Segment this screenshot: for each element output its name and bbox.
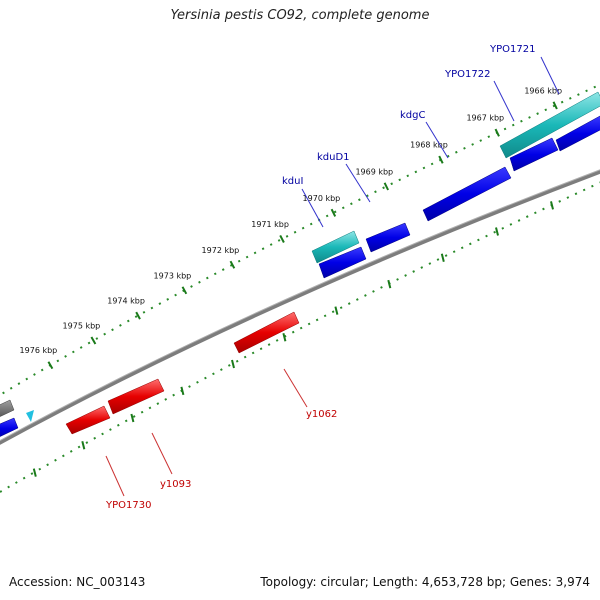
inner-major-tick <box>282 332 287 342</box>
gene-label-y1062: y1062 <box>306 409 337 420</box>
gene-blue-left <box>0 417 19 437</box>
tick-label-1974: 1974 kbp <box>107 297 145 306</box>
inner-major-tick <box>440 253 445 262</box>
gene-y1062 <box>233 311 300 354</box>
gene-label-kdgc: kdgC <box>400 110 425 121</box>
major-tick-1975 <box>90 336 97 345</box>
tick-label-1970: 1970 kbp <box>303 194 341 203</box>
outer-strand-genes <box>0 91 600 437</box>
gene-kdui-cyan <box>311 230 360 264</box>
gene-ypo1721-cyan <box>499 91 600 159</box>
inner-strand-genes <box>65 311 300 435</box>
gene-kdgc <box>422 166 512 222</box>
inner-major-tick <box>180 386 185 396</box>
genome-backbone-highlight <box>0 169 600 442</box>
gene-label-kdui: kduI <box>282 176 303 187</box>
scale-tick-labels: 1966 kbp 1967 kbp 1968 kbp 1969 kbp 1970 kbp… <box>20 86 563 355</box>
tick-label-1967: 1967 kbp <box>466 114 504 123</box>
tick-label-1975: 1975 kbp <box>63 322 101 331</box>
major-tick-1973 <box>181 286 188 295</box>
inner-major-tick <box>231 359 235 369</box>
gene-label-kdud1: kduD1 <box>317 152 350 163</box>
tick-label-1972: 1972 kbp <box>202 246 240 255</box>
gene-y1093 <box>107 378 165 415</box>
major-tick-1971 <box>279 234 285 243</box>
map-title: Yersinia pestis CO92, complete genome <box>170 8 430 23</box>
inner-major-tick <box>32 468 37 477</box>
gene-blue-c <box>318 246 367 279</box>
leader-ypo1730 <box>105 455 125 497</box>
major-tick-1969 <box>383 182 389 191</box>
gene-gray-left <box>0 399 15 417</box>
tick-label-1966: 1966 kbp <box>524 86 562 95</box>
leader-y1062 <box>283 368 308 408</box>
leader-kdui <box>301 188 324 228</box>
outer-dotted-track <box>0 83 600 397</box>
tick-label-1968: 1968 kbp <box>410 141 448 150</box>
scale-ticks <box>32 101 558 477</box>
major-tick-1967 <box>494 128 500 137</box>
gene-cyan-marker <box>26 410 34 422</box>
gene-kdud1 <box>365 222 411 253</box>
leader-y1093 <box>151 432 173 475</box>
tick-label-1976: 1976 kbp <box>20 346 58 355</box>
inner-dotted-track <box>0 181 600 493</box>
gene-blue-b <box>509 137 559 172</box>
gene-ypo1730 <box>65 405 111 435</box>
label-leader-lines <box>105 56 560 497</box>
inner-major-tick <box>387 279 392 289</box>
leader-ypo1721 <box>540 56 560 95</box>
gene-label-ypo1721: YPO1721 <box>489 44 535 55</box>
major-tick-1970 <box>330 208 337 217</box>
gene-label-ypo1722: YPO1722 <box>444 69 490 80</box>
tick-label-1969: 1969 kbp <box>355 167 393 176</box>
major-tick-1974 <box>135 311 141 320</box>
gene-label-ypo1730: YPO1730 <box>105 500 151 511</box>
genome-summary-text: Topology: circular; Length: 4,653,728 bp… <box>260 575 590 589</box>
gene-blue-a <box>555 115 600 152</box>
inner-major-tick <box>334 306 339 315</box>
major-tick-1968 <box>438 155 444 164</box>
leader-ypo1722 <box>493 80 515 122</box>
major-tick-1972 <box>229 260 236 269</box>
genome-backbone <box>0 169 600 445</box>
inner-major-tick <box>550 201 554 210</box>
tick-label-1971: 1971 kbp <box>251 220 289 229</box>
gene-label-y1093: y1093 <box>160 479 191 490</box>
major-tick-1976 <box>47 361 54 370</box>
accession-text: Accession: NC_003143 <box>9 575 146 589</box>
inner-major-tick <box>495 227 499 236</box>
leader-kdud1 <box>345 163 371 203</box>
leader-kdgc <box>425 121 449 159</box>
tick-label-1973: 1973 kbp <box>154 271 192 280</box>
inner-major-tick <box>81 440 86 450</box>
inner-major-tick <box>130 413 135 423</box>
major-tick-1966 <box>552 101 558 110</box>
